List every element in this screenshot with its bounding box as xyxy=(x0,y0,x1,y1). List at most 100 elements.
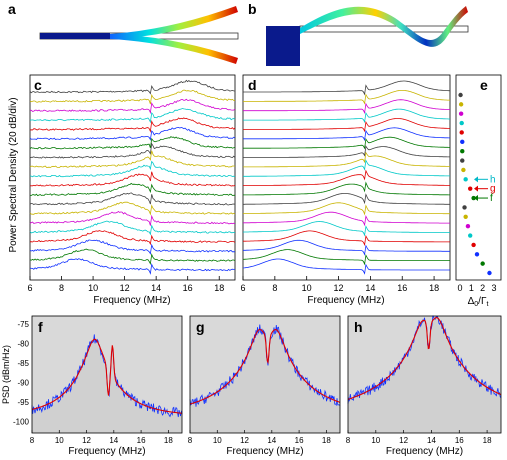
panel-h: h 8 10 12 14 16 18 Frequency (MHz) xyxy=(346,315,502,457)
panel-d-tick-label: 6 xyxy=(240,283,245,293)
panel-d-trace-5 xyxy=(243,118,450,133)
panel-d-trace-12 xyxy=(243,181,450,196)
panel-e-dot xyxy=(487,270,492,276)
panel-e-dot xyxy=(471,195,476,201)
xlabel-slash-gamma: /Γ xyxy=(478,296,487,307)
panel-e-dot xyxy=(462,205,467,210)
panel-c-trace-6 xyxy=(29,126,236,141)
panel-c-trace-5 xyxy=(29,117,236,133)
xlabel-delta: Δ xyxy=(468,296,475,307)
panel-g-tick-label: 18 xyxy=(322,436,331,445)
panel-f: f 8 10 12 14 16 18 Frequency (MHz) -75 -80 -85 -90 -… xyxy=(1,315,183,457)
panel-d-trace-17 xyxy=(243,230,450,247)
panel-h-tick-label: 14 xyxy=(427,436,436,445)
panel-d-trace-10 xyxy=(243,159,450,177)
panel-e-dots: hgf xyxy=(458,92,496,276)
panel-d-trace-4 xyxy=(243,108,450,124)
panel-c-trace-1 xyxy=(29,79,236,95)
panel-f-tick-label: 16 xyxy=(137,436,146,445)
panel-c-tick-label: 8 xyxy=(59,283,64,293)
panel-e-dot xyxy=(461,167,466,173)
annotation-label-h: h xyxy=(490,174,496,185)
panel-f-ytick-label: -85 xyxy=(17,359,29,368)
panel-g-fit xyxy=(189,328,341,405)
panel-d-trace-3 xyxy=(243,99,450,114)
panel-c-trace-12 xyxy=(29,182,236,197)
panel-c-tick-label: 10 xyxy=(88,283,98,293)
panel-f-tick-label: 10 xyxy=(55,436,64,445)
panel-e-dot xyxy=(480,261,485,266)
panel-c-trace-10 xyxy=(29,160,236,178)
beam-b-curve xyxy=(300,6,468,47)
panel-d-tick-label: 18 xyxy=(429,283,439,293)
panel-d-trace-13 xyxy=(243,193,450,205)
panel-e-dot xyxy=(460,149,465,154)
panel-e-dot xyxy=(468,233,473,238)
panel-c-tick-label: 16 xyxy=(183,283,193,293)
panel-b: b xyxy=(248,1,469,66)
panel-f-xlabel: Frequency (MHz) xyxy=(68,446,145,457)
panel-label-d: d xyxy=(248,77,257,93)
panel-label-g: g xyxy=(196,319,205,335)
panel-c-trace-19 xyxy=(29,248,236,265)
panel-e-dot xyxy=(458,111,464,116)
panel-f-tick-label: 12 xyxy=(82,436,91,445)
panel-f-ytick-label: -95 xyxy=(17,398,29,407)
panel-c: c Power Spectral Density (20 dB/div) 6 8 1… xyxy=(8,74,236,306)
panel-g: g 8 10 12 14 16 18 Frequency (MHz) xyxy=(188,315,341,457)
panel-d-trace-2 xyxy=(243,90,451,105)
panel-c-traces xyxy=(29,79,236,275)
panel-c-trace-4 xyxy=(29,108,236,124)
panel-e-dot xyxy=(463,214,468,219)
panel-f-ytick-label: -75 xyxy=(17,320,29,329)
panel-d-xlabel: Frequency (MHz) xyxy=(307,295,384,306)
panel-e-dot xyxy=(460,158,465,163)
panel-c-tick-label: 18 xyxy=(214,283,224,293)
panel-f-tick-label: 14 xyxy=(109,436,118,445)
panel-d-trace-16 xyxy=(242,221,450,237)
panel-f-ylabel: PSD (dBm/Hz) xyxy=(1,345,11,404)
panel-g-tick-label: 16 xyxy=(295,436,304,445)
panel-g-tick-label: 10 xyxy=(213,436,222,445)
panel-e-tick-label: 3 xyxy=(491,283,496,293)
panel-e-tick-label: 2 xyxy=(480,283,485,293)
xlabel-sub-t: t xyxy=(486,301,488,308)
panel-a: a xyxy=(8,1,239,64)
panel-c-trace-14 xyxy=(29,201,236,216)
panel-c-trace-13 xyxy=(29,192,236,206)
panel-d-tick-label: 16 xyxy=(397,283,407,293)
panel-c-tick-label: 14 xyxy=(151,283,161,293)
panel-g-tick-label: 14 xyxy=(267,436,276,445)
panel-c-tick-label: 6 xyxy=(27,283,32,293)
panel-d-trace-8 xyxy=(243,145,450,158)
panel-e-tick-label: 1 xyxy=(469,283,474,293)
panel-g-frame xyxy=(189,315,341,434)
panel-c-trace-2 xyxy=(29,89,236,105)
panel-f-fit xyxy=(31,338,183,414)
annotation-label-g: g xyxy=(490,184,496,195)
panel-h-tick-label: 16 xyxy=(455,436,464,445)
panel-d-trace-1 xyxy=(243,80,451,96)
panel-g-xlabel: Frequency (MHz) xyxy=(226,446,303,457)
xlabel-sub-0: 0 xyxy=(474,301,478,308)
panel-h-tick-label: 10 xyxy=(371,436,380,445)
panel-e-dot xyxy=(459,130,464,135)
panel-g-fill xyxy=(190,324,340,433)
panel-c-xticks: 6 8 10 12 14 16 18 xyxy=(27,276,224,293)
panel-d-tick-label: 10 xyxy=(302,283,312,293)
panel-c-trace-17 xyxy=(29,230,236,246)
panel-c-trace-20 xyxy=(29,258,236,275)
panel-e-dot xyxy=(468,186,473,191)
panel-d-frame xyxy=(242,74,451,281)
panel-e-dot xyxy=(474,252,480,257)
panel-e-tick-label: 0 xyxy=(457,283,462,293)
annotation-arrowhead-h xyxy=(474,176,478,183)
panel-label-f: f xyxy=(38,319,43,335)
panel-h-tick-label: 12 xyxy=(399,436,408,445)
panel-f-ytick-label: -80 xyxy=(17,339,29,348)
panel-e-dot xyxy=(459,120,464,126)
panel-c-trace-9 xyxy=(29,150,236,169)
panel-d-tick-label: 14 xyxy=(365,283,375,293)
panel-f-ytick-label: -90 xyxy=(17,378,29,387)
